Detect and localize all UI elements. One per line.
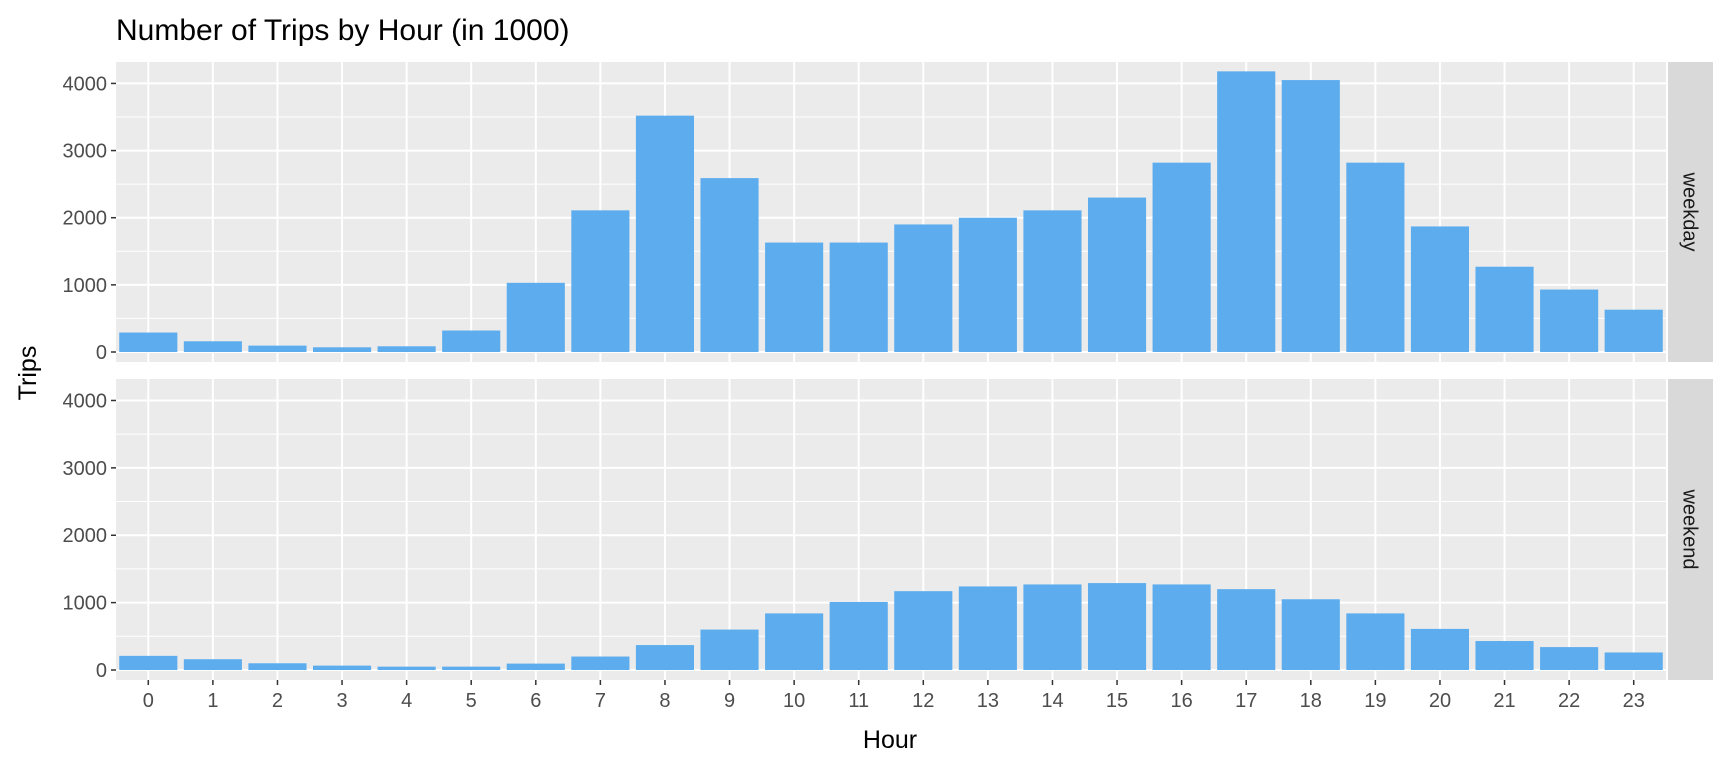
bar-weekday-hour-11 (829, 242, 888, 352)
x-tick-label: 6 (530, 690, 541, 712)
bar-weekend-hour-7 (571, 656, 630, 670)
bar-weekend-hour-2 (248, 663, 307, 670)
bar-weekday-hour-8 (635, 115, 695, 353)
bar-weekday-hour-18 (1281, 80, 1340, 353)
x-tick-label: 4 (401, 690, 412, 712)
panel-background (116, 379, 1666, 680)
bar-weekday-hour-21 (1475, 266, 1534, 352)
y-tick-label: 1000 (63, 275, 108, 297)
bar-weekday-hour-9 (700, 178, 759, 352)
x-axis-title: Hour (863, 726, 917, 754)
bar-weekday-hour-22 (1540, 289, 1599, 352)
bar-weekend-hour-19 (1346, 613, 1405, 670)
bar-weekday-hour-2 (248, 345, 307, 352)
x-tick-label: 2 (272, 690, 283, 712)
bar-weekday-hour-0 (119, 332, 178, 352)
x-tick-label: 1 (207, 690, 218, 712)
bar-weekday-hour-12 (894, 224, 953, 352)
y-tick-label: 0 (96, 342, 107, 364)
bar-weekend-hour-15 (1087, 583, 1147, 670)
bar-weekday-hour-17 (1217, 71, 1276, 352)
bar-weekend-hour-4 (377, 666, 436, 670)
y-tick-label: 0 (96, 660, 107, 682)
bar-weekend-hour-11 (829, 601, 888, 670)
bar-weekend-hour-5 (442, 666, 501, 670)
y-tick-label: 1000 (63, 593, 108, 615)
y-tick-label: 2000 (63, 525, 108, 547)
bar-weekend-hour-13 (958, 586, 1017, 670)
bar-weekend-hour-21 (1475, 641, 1534, 670)
x-tick-label: 21 (1493, 690, 1515, 712)
y-tick-label: 2000 (63, 208, 108, 230)
bar-weekend-hour-9 (700, 629, 759, 670)
bar-weekday-hour-14 (1023, 210, 1082, 352)
x-tick-label: 9 (724, 690, 735, 712)
bar-weekday-hour-19 (1346, 162, 1405, 352)
x-tick-label: 23 (1623, 690, 1645, 712)
x-tick-label: 8 (659, 690, 670, 712)
y-tick-label: 3000 (63, 458, 108, 480)
panel-background (116, 62, 1666, 362)
bar-weekend-hour-16 (1152, 584, 1211, 670)
bar-weekend-hour-10 (765, 613, 824, 670)
x-tick-label: 20 (1429, 690, 1451, 712)
bar-weekday-hour-7 (571, 210, 630, 352)
bar-weekday-hour-4 (377, 346, 436, 352)
facet-strip (1668, 379, 1713, 680)
bar-weekend-hour-22 (1540, 647, 1599, 670)
facet-strip (1668, 62, 1713, 362)
bar-weekend-hour-12 (894, 591, 953, 670)
x-tick-label: 19 (1364, 690, 1386, 712)
x-tick-label: 5 (466, 690, 477, 712)
facet-panels: 0 1000 2000 3000 4000 weekday 0 1000 2000 3000 400… (63, 62, 1713, 682)
bar-weekend-hour-0 (119, 655, 178, 670)
x-tick-label: 12 (912, 690, 934, 712)
bar-weekday-hour-6 (506, 282, 565, 352)
bar-weekday-hour-20 (1410, 226, 1470, 352)
bar-weekend-hour-8 (635, 645, 695, 670)
x-tick-label: 15 (1106, 690, 1128, 712)
chart-title: Number of Trips by Hour (in 1000) (116, 14, 570, 47)
facet-panel-weekend: 0 1000 2000 3000 4000 weekend (63, 379, 1713, 682)
bar-weekday-hour-3 (312, 347, 372, 352)
x-tick-label: 18 (1300, 690, 1322, 712)
x-tick-label: 10 (783, 690, 805, 712)
y-tick-label: 4000 (63, 73, 108, 95)
bar-weekday-hour-5 (442, 330, 501, 352)
x-tick-label: 7 (595, 690, 606, 712)
bar-weekend-hour-6 (506, 663, 565, 670)
bar-weekend-hour-20 (1410, 628, 1470, 670)
x-tick-label: 14 (1041, 690, 1063, 712)
bar-weekend-hour-1 (183, 659, 242, 670)
x-tick-label: 13 (977, 690, 999, 712)
facet-strip-label: weekend (1679, 488, 1701, 569)
bar-weekend-hour-3 (312, 665, 372, 670)
x-tick-label: 3 (336, 690, 347, 712)
bar-weekday-hour-23 (1604, 309, 1663, 352)
bar-weekday-hour-16 (1152, 162, 1211, 352)
bar-weekend-hour-23 (1604, 652, 1663, 670)
y-tick-label: 4000 (63, 390, 108, 412)
x-tick-label: 0 (143, 690, 154, 712)
facet-strip-label: weekday (1679, 172, 1701, 252)
x-tick-label: 11 (848, 690, 869, 712)
x-axis: 0 1 2 3 4 5 6 7 8 9 10 11 12 13 14 15 16 17 18 19 20 21 22 23 (143, 680, 1645, 712)
y-tick-label: 3000 (63, 141, 108, 163)
bar-weekday-hour-13 (958, 217, 1017, 352)
x-tick-label: 16 (1171, 690, 1193, 712)
x-tick-label: 17 (1235, 690, 1257, 712)
bar-weekend-hour-14 (1023, 584, 1082, 670)
bar-weekday-hour-1 (183, 341, 242, 352)
bar-weekday-hour-15 (1087, 197, 1147, 352)
bar-weekend-hour-18 (1281, 599, 1340, 670)
y-axis-title: Trips (14, 346, 42, 401)
facet-panel-weekday: 0 1000 2000 3000 4000 weekday (63, 62, 1713, 364)
x-tick-label: 22 (1558, 690, 1580, 712)
bar-weekday-hour-10 (765, 242, 824, 352)
bar-weekend-hour-17 (1217, 589, 1276, 670)
